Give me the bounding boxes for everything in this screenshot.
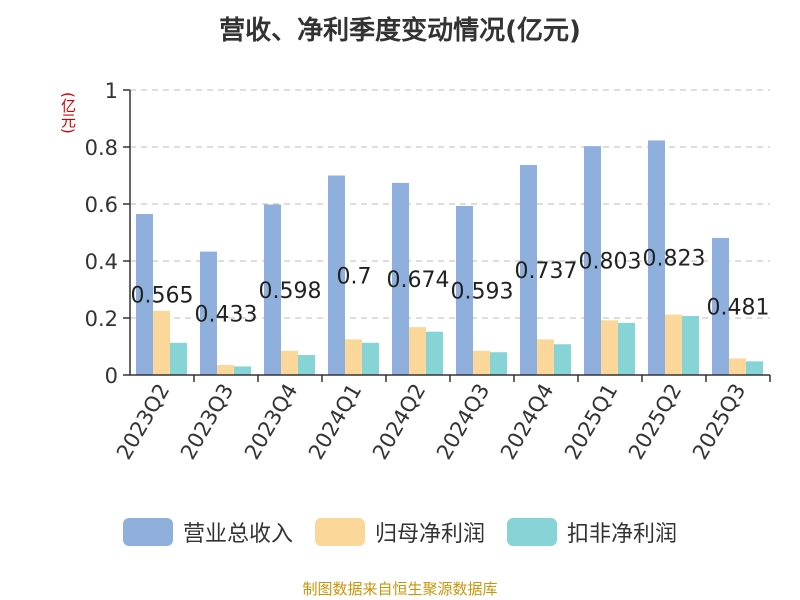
bar-revenue[interactable] — [200, 251, 217, 375]
bar-deducted-profit[interactable] — [618, 322, 635, 375]
legend-swatch-net-profit — [314, 518, 365, 546]
data-label-revenue: 0.481 — [707, 295, 770, 320]
data-label-revenue: 0.803 — [579, 250, 642, 275]
bar-net-profit[interactable] — [537, 339, 554, 375]
legend-item-net-profit[interactable]: 归母净利润 — [314, 516, 485, 548]
legend-item-deducted-profit[interactable]: 扣非净利润 — [507, 516, 677, 548]
bar-net-profit[interactable] — [665, 314, 682, 375]
data-label-revenue: 0.433 — [195, 302, 258, 327]
bar-deducted-profit[interactable] — [490, 352, 507, 375]
legend-swatch-revenue — [122, 518, 173, 546]
data-label-revenue: 0.565 — [131, 283, 194, 308]
bar-revenue[interactable] — [712, 237, 729, 375]
bars — [136, 140, 763, 375]
bar-net-profit[interactable] — [281, 350, 298, 375]
x-tick-label: 2024Q4 — [496, 380, 558, 464]
x-tick-label: 2024Q2 — [368, 380, 430, 464]
legend-item-revenue[interactable]: 营业总收入 — [122, 516, 293, 548]
bar-revenue[interactable] — [648, 140, 665, 375]
data-label-revenue: 0.593 — [451, 279, 514, 304]
legend-label-revenue: 营业总收入 — [182, 522, 293, 547]
bar-revenue[interactable] — [136, 213, 153, 375]
bar-deducted-profit[interactable] — [554, 344, 571, 375]
data-label-revenue: 0.823 — [643, 247, 706, 272]
bar-revenue[interactable] — [264, 204, 281, 375]
y-tick-label: 0.4 — [85, 250, 118, 274]
bar-net-profit[interactable] — [729, 358, 746, 375]
legend: 营业总收入 归母净利润 扣非净利润 — [0, 516, 800, 548]
x-tick-label: 2024Q3 — [432, 380, 494, 464]
y-tick-label: 0.8 — [85, 136, 118, 160]
x-tick-label: 2023Q4 — [240, 380, 302, 464]
bar-revenue[interactable] — [520, 164, 537, 375]
bar-revenue[interactable] — [392, 182, 409, 375]
bar-deducted-profit[interactable] — [362, 342, 379, 375]
data-label-revenue: 0.674 — [387, 268, 450, 293]
y-tick-label: 1 — [105, 79, 118, 103]
legend-label-deducted-profit: 扣非净利润 — [567, 522, 678, 547]
bar-revenue[interactable] — [584, 146, 601, 375]
x-tick-label: 2025Q3 — [688, 380, 750, 464]
x-tick-label: 2024Q1 — [304, 380, 366, 464]
bar-deducted-profit[interactable] — [682, 316, 699, 375]
y-tick-label: 0.2 — [85, 307, 118, 331]
data-label-revenue: 0.737 — [515, 259, 578, 284]
bar-deducted-profit[interactable] — [746, 361, 763, 375]
bar-deducted-profit[interactable] — [426, 331, 443, 375]
data-source-note: 制图数据来自恒生聚源数据库 — [302, 580, 498, 598]
bar-deducted-profit[interactable] — [234, 366, 251, 375]
bar-revenue[interactable] — [456, 205, 473, 375]
bar-net-profit[interactable] — [409, 327, 426, 375]
x-tick-label: 2025Q2 — [624, 380, 686, 464]
y-axis-unit-label: (亿元) — [59, 92, 77, 134]
chart-title: 营收、净利季度变动情况(亿元) — [219, 16, 581, 46]
data-label-revenue: 0.598 — [259, 279, 322, 304]
bar-net-profit[interactable] — [601, 320, 618, 375]
legend-swatch-deducted-profit — [507, 518, 557, 546]
data-label-revenue: 0.7 — [337, 264, 372, 289]
x-tick-label: 2023Q2 — [112, 380, 174, 464]
y-tick-label: 0.6 — [85, 193, 118, 217]
bar-net-profit[interactable] — [473, 350, 490, 375]
bar-deducted-profit[interactable] — [298, 355, 315, 375]
bar-deducted-profit[interactable] — [170, 342, 187, 375]
bar-net-profit[interactable] — [217, 365, 234, 375]
bar-revenue[interactable] — [328, 175, 345, 376]
y-tick-label: 0 — [105, 364, 118, 388]
bar-net-profit[interactable] — [345, 339, 362, 375]
bar-net-profit[interactable] — [153, 310, 170, 375]
x-tick-label: 2025Q1 — [560, 380, 622, 464]
x-tick-label: 2023Q3 — [176, 380, 238, 464]
legend-label-net-profit: 归母净利润 — [374, 522, 485, 547]
